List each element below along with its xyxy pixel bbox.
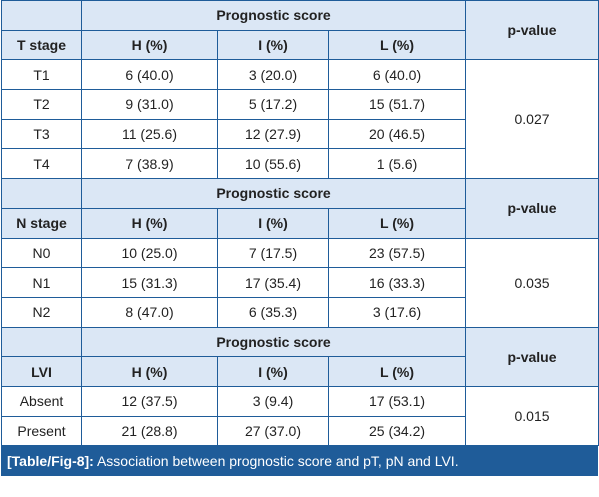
- table-row: T1 6 (40.0) 3 (20.0) 6 (40.0) 0.027: [1, 59, 599, 180]
- table-row: T2 9 (31.0) 5 (17.2) 15 (51.7): [1, 89, 599, 120]
- row-category: T2: [1, 89, 82, 120]
- cell-h: 21 (28.8): [81, 415, 218, 447]
- cell-i: 7 (17.5): [217, 237, 329, 269]
- column-header-h: H (%): [81, 29, 218, 61]
- section-label: T stage: [1, 29, 82, 61]
- column-header-row: N stage H (%) I (%) L (%): [1, 207, 599, 239]
- p-value-cell: 0.035: [465, 237, 599, 328]
- table-row: T4 7 (38.9) 10 (55.6) 1 (5.6): [1, 148, 599, 180]
- header-corner-cell: [1, 0, 82, 31]
- p-value-header: p-value: [465, 326, 599, 387]
- row-category: N2: [1, 296, 82, 328]
- cell-l: 17 (53.1): [327, 385, 467, 417]
- cell-h: 6 (40.0): [81, 59, 218, 91]
- cell-l: 20 (46.5): [327, 118, 467, 150]
- cell-i: 5 (17.2): [217, 89, 329, 120]
- cell-h: 8 (47.0): [81, 296, 218, 328]
- cell-h: 9 (31.0): [81, 89, 218, 120]
- cell-l: 16 (33.3): [327, 267, 467, 298]
- caption-text: Association between prognostic score and…: [96, 453, 459, 470]
- p-value-header: p-value: [465, 178, 599, 239]
- cell-h: 10 (25.0): [81, 237, 218, 269]
- row-category: T1: [1, 59, 82, 91]
- cell-i: 6 (35.3): [217, 296, 329, 328]
- row-category: Present: [1, 415, 82, 447]
- column-header-i: I (%): [217, 356, 329, 387]
- column-header-i: I (%): [217, 207, 329, 239]
- prognostic-score-header: Prognostic score: [80, 326, 467, 358]
- cell-i: 3 (20.0): [217, 59, 329, 91]
- table-body: Prognostic score p-value T stage H (%) I (%)…: [1, 0, 599, 447]
- cell-l: 15 (51.7): [327, 89, 467, 120]
- p-value-cell: 0.027: [465, 59, 599, 180]
- cell-i: 17 (35.4): [217, 267, 329, 298]
- cell-h: 12 (37.5): [81, 385, 218, 417]
- row-category: N1: [1, 267, 82, 298]
- row-category: Absent: [1, 385, 82, 417]
- cell-l: 6 (40.0): [327, 59, 467, 91]
- table-row: N0 10 (25.0) 7 (17.5) 23 (57.5) 0.035: [1, 237, 599, 328]
- cell-h: 15 (31.3): [81, 267, 218, 298]
- caption-tag: [Table/Fig-8]:: [7, 453, 94, 470]
- group-header-row: Prognostic score p-value: [1, 326, 599, 387]
- column-header-row: T stage H (%) I (%) L (%): [1, 29, 599, 61]
- cell-l: 1 (5.6): [327, 148, 467, 180]
- table-row: N2 8 (47.0) 6 (35.3) 3 (17.6): [1, 296, 599, 328]
- table-row: Absent 12 (37.5) 3 (9.4) 17 (53.1) 0.015: [1, 385, 599, 447]
- cell-i: 10 (55.6): [217, 148, 329, 180]
- row-category: N0: [1, 237, 82, 269]
- prognostic-score-header: Prognostic score: [80, 0, 467, 31]
- header-corner-cell: [1, 326, 82, 358]
- row-category: T3: [1, 118, 82, 150]
- table-caption: [Table/Fig-8]: Association between progn…: [1, 446, 598, 477]
- table-row: Present 21 (28.8) 27 (37.0) 25 (34.2): [1, 415, 599, 447]
- column-header-l: L (%): [327, 207, 467, 239]
- column-header-h: H (%): [81, 207, 218, 239]
- cell-i: 12 (27.9): [217, 118, 329, 150]
- group-header-row: Prognostic score p-value: [1, 0, 599, 61]
- p-value-cell: 0.015: [465, 385, 599, 447]
- table-figure: Prognostic score p-value T stage H (%) I (%)…: [1, 0, 599, 477]
- cell-h: 7 (38.9): [81, 148, 218, 180]
- column-header-i: I (%): [217, 29, 329, 61]
- cell-i: 3 (9.4): [217, 385, 329, 417]
- p-value-header: p-value: [465, 0, 599, 61]
- column-header-l: L (%): [327, 29, 467, 61]
- cell-i: 27 (37.0): [217, 415, 329, 447]
- section-label: N stage: [1, 207, 82, 239]
- column-header-l: L (%): [327, 356, 467, 387]
- table-row: T3 11 (25.6) 12 (27.9) 20 (46.5): [1, 118, 599, 150]
- row-category: T4: [1, 148, 82, 180]
- table-row: N1 15 (31.3) 17 (35.4) 16 (33.3): [1, 267, 599, 298]
- header-corner-cell: [1, 178, 82, 209]
- cell-l: 25 (34.2): [327, 415, 467, 447]
- section-label: LVI: [1, 356, 82, 387]
- cell-l: 3 (17.6): [327, 296, 467, 328]
- column-header-h: H (%): [81, 356, 218, 387]
- prognostic-score-header: Prognostic score: [80, 178, 467, 209]
- prognostic-score-table: Prognostic score p-value T stage H (%) I (%)…: [1, 0, 599, 447]
- cell-l: 23 (57.5): [327, 237, 467, 269]
- cell-h: 11 (25.6): [81, 118, 218, 150]
- group-header-row: Prognostic score p-value: [1, 178, 599, 239]
